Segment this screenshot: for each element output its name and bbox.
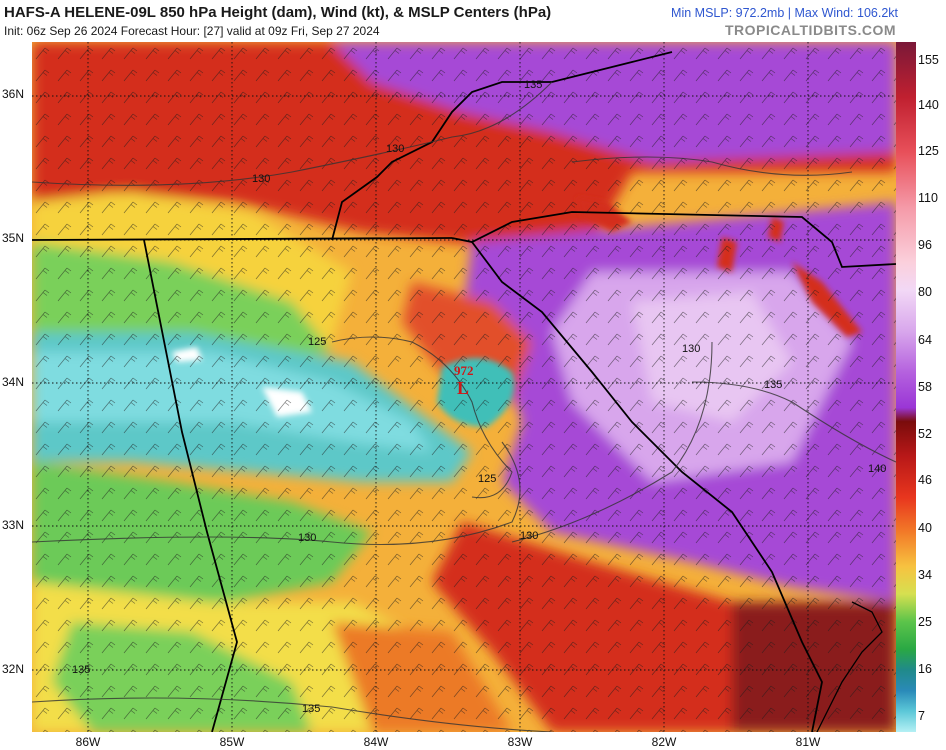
lat-label: 35N — [2, 231, 25, 245]
contour-label: 125 — [308, 336, 326, 348]
lat-label: 34N — [2, 375, 25, 389]
lon-label: 83W — [507, 735, 533, 749]
lon-label: 81W — [795, 735, 821, 749]
colorbar-label: 125 — [918, 144, 939, 158]
contour-label: 130 — [298, 532, 316, 544]
graticule — [32, 42, 896, 732]
wind-barbs — [32, 42, 896, 732]
lon-label: 85W — [219, 735, 245, 749]
coastline — [816, 601, 883, 732]
height-contours — [32, 81, 896, 732]
low-pressure-value: 972 — [454, 363, 474, 378]
contour-label: 130 — [252, 173, 270, 185]
contour-label: 140 — [868, 463, 886, 475]
longitude-axis: 86W 85W 84W 83W 82W 81W — [32, 732, 896, 750]
max-stats: Min MSLP: 972.2mb | Max Wind: 106.2kt — [671, 6, 898, 20]
contour-label: 125 — [478, 473, 496, 485]
map-subtitle: Init: 06z Sep 26 2024 Forecast Hour: [27… — [4, 24, 380, 38]
contour-label: 135 — [764, 379, 782, 391]
colorbar-gradient — [896, 42, 916, 732]
wind-height-map: 135 130 130 125 125 130 135 130 135 140 … — [32, 42, 896, 732]
map-title: HAFS-A HELENE-09L 850 hPa Height (dam), … — [4, 4, 552, 21]
contour-label: 130 — [386, 143, 404, 155]
low-pressure-symbol: L — [457, 378, 469, 398]
lon-label: 84W — [363, 735, 389, 749]
colorbar-label: 80 — [918, 285, 932, 299]
lat-label: 32N — [2, 662, 25, 676]
colorbar-label: 155 — [918, 53, 939, 67]
lon-label: 86W — [75, 735, 101, 749]
colorbar-label: 140 — [918, 98, 939, 112]
colorbar-label: 58 — [918, 380, 932, 394]
latitude-axis: 36N 35N 34N 33N 32N — [0, 42, 32, 732]
colorbar-label: 25 — [918, 615, 932, 629]
brand-watermark: TROPICALTIDBITS.COM — [724, 22, 896, 38]
colorbar: 155 140 125 110 96 80 64 58 52 46 40 34 … — [896, 42, 946, 732]
colorbar-label: 46 — [918, 473, 932, 487]
colorbar-label: 40 — [918, 521, 932, 535]
colorbar-label: 7 — [918, 709, 925, 723]
contour-label: 135 — [72, 664, 90, 676]
colorbar-label: 16 — [918, 662, 932, 676]
contour-label: 130 — [520, 530, 538, 542]
colorbar-label: 52 — [918, 427, 932, 441]
lat-label: 36N — [2, 87, 25, 101]
header: HAFS-A HELENE-09L 850 hPa Height (dam), … — [0, 0, 946, 40]
contour-label: 135 — [302, 703, 320, 715]
colorbar-label: 34 — [918, 568, 932, 582]
colorbar-label: 110 — [918, 191, 938, 205]
lat-label: 33N — [2, 518, 25, 532]
colorbar-label: 96 — [918, 238, 932, 252]
contour-label: 130 — [682, 343, 700, 355]
state-borders — [32, 51, 896, 732]
lon-label: 82W — [651, 735, 677, 749]
colorbar-label: 64 — [918, 333, 932, 347]
contour-label: 135 — [524, 79, 542, 91]
